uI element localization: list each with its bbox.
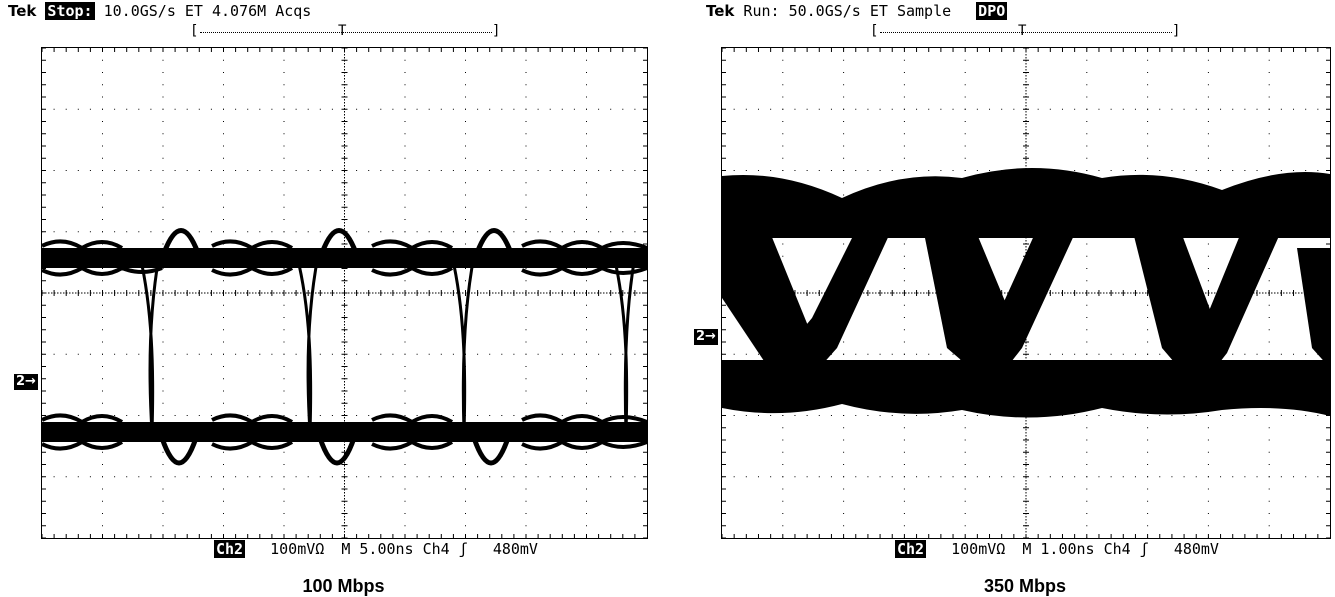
vertical-scale: 100mVΩ (951, 540, 1006, 558)
channel-2-ground-marker: 2→ (14, 374, 38, 390)
data-rate-caption: 350 Mbps (983, 576, 1067, 596)
acquisition-status: Run: 50.0GS/s ET Sample (743, 2, 952, 20)
trigger-source: Ch4 (422, 540, 450, 558)
graticule (42, 48, 647, 538)
trigger-marker: T (1018, 23, 1027, 39)
trigger-slope-icon: ʃ (458, 540, 468, 558)
trigger-level: 480mV (492, 540, 538, 558)
acquisition-status: 10.0GS/s ET 4.076M Acqs (103, 2, 312, 20)
dpo-mode-badge: DPO (976, 2, 1008, 20)
signal-trace (42, 228, 647, 466)
status-line: Tek Run: 50.0GS/s ET Sample DPO (706, 2, 1008, 20)
timebase: M 1.00ns (1022, 540, 1095, 558)
data-rate-caption: 100 Mbps (302, 576, 385, 596)
trigger-slope-icon: ʃ (1139, 540, 1149, 558)
channel-2-ground-marker: 2→ (694, 329, 718, 345)
vertical-scale: 100mVΩ (270, 540, 325, 558)
trigger-level: 480mV (1173, 540, 1219, 558)
eye-diagram (722, 48, 1330, 538)
trigger-position-bar: [ T ] (870, 23, 1181, 39)
status-line: Tek Stop: 10.0GS/s ET 4.076M Acqs (8, 2, 311, 20)
waveform-display (721, 47, 1331, 539)
trigger-position-bar: [ T ] (190, 23, 501, 39)
measurement-readout: Ch2 100mVΩ M 5.00ns Ch4 ʃ 480mV (214, 540, 538, 558)
brand-label: Tek (8, 2, 37, 20)
acquisition-state-badge: Stop: (45, 2, 95, 20)
eye-diagram (42, 48, 647, 538)
waveform-display (41, 47, 648, 539)
brand-label: Tek (706, 2, 735, 20)
measurement-readout: Ch2 100mVΩ M 1.00ns Ch4 ʃ 480mV (895, 540, 1219, 558)
channel-badge: Ch2 (895, 540, 927, 558)
signal-trace (722, 168, 1330, 418)
timebase: M 5.00ns (341, 540, 414, 558)
channel-badge: Ch2 (214, 540, 246, 558)
trigger-source: Ch4 (1103, 540, 1131, 558)
trigger-marker: T (338, 23, 347, 39)
